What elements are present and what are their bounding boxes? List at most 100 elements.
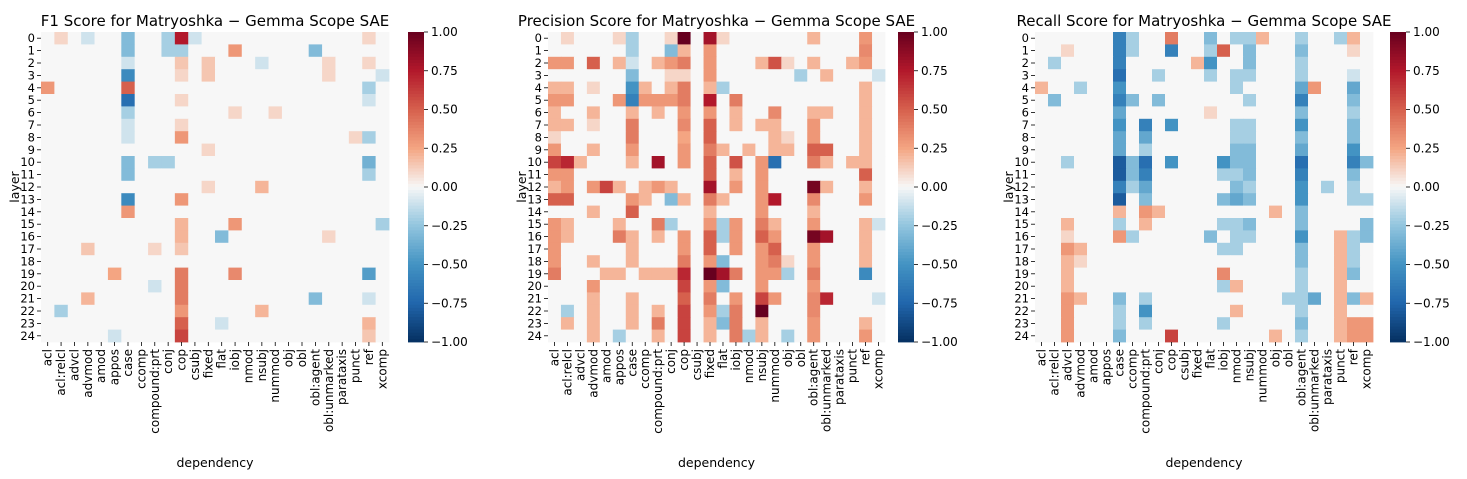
heatmap-cell (599, 255, 614, 268)
heatmap-cell (148, 230, 162, 244)
heatmap-cell (107, 193, 122, 206)
heatmap-cell (67, 280, 82, 293)
heatmap-cell (729, 317, 743, 330)
heatmap-cell (1165, 56, 1179, 70)
heatmap-cell (664, 56, 679, 70)
heatmap-cell (703, 118, 717, 132)
heatmap-cell (768, 205, 782, 219)
heatmap-cell (375, 168, 390, 182)
heatmap-cell (612, 242, 627, 256)
heatmap-cell (794, 329, 808, 343)
heatmap-cell (1295, 56, 1309, 70)
heatmap-cell (1230, 81, 1244, 95)
heatmap-cell (820, 292, 834, 306)
heatmap-cell (651, 230, 666, 244)
colorbar-tick-label: 1.00 (1413, 25, 1440, 39)
heatmap-cell (1204, 180, 1218, 194)
heatmap-cell (1126, 131, 1140, 144)
x-tick-label: conj (664, 349, 678, 374)
colorbar-segment (408, 112, 424, 117)
heatmap-cell (807, 218, 821, 231)
heatmap-cell (1191, 280, 1205, 293)
colorbar-segment (408, 131, 424, 135)
heatmap-cell (820, 230, 834, 244)
heatmap-cell (1308, 329, 1322, 343)
heatmap-cell (651, 32, 666, 45)
heatmap-cell (188, 156, 203, 169)
heatmap-cell (768, 230, 782, 244)
heatmap-cell (781, 242, 795, 256)
heatmap-cell (1308, 81, 1322, 95)
heatmap-cell (121, 329, 136, 343)
heatmap-cell (1243, 329, 1257, 343)
colorbar-segment (1390, 115, 1406, 120)
heatmap-cell (573, 56, 588, 70)
heatmap-cell (148, 205, 162, 219)
y-tick-label: 22 (20, 304, 35, 318)
heatmap-cell (107, 143, 122, 157)
colorbar-segment (898, 273, 914, 278)
heatmap-cell (1165, 267, 1179, 281)
heatmap-cell (1360, 94, 1374, 107)
heatmap-cell (268, 193, 283, 206)
heatmap-cell (1139, 329, 1153, 343)
y-tick-label: 10 (20, 155, 35, 169)
heatmap-cell (1360, 218, 1374, 231)
heatmap-cell (1139, 180, 1153, 194)
heatmap-cell (81, 304, 95, 318)
heatmap-cell (322, 193, 336, 206)
colorbar-segment (1390, 326, 1406, 330)
heatmap-cell (1061, 106, 1075, 120)
heatmap-cell (67, 205, 82, 219)
heatmap-cell (846, 81, 860, 95)
heatmap-cell (1178, 81, 1192, 95)
heatmap-cell (1100, 143, 1114, 157)
heatmap-cell (820, 69, 834, 82)
heatmap-cell (573, 44, 588, 58)
heatmap-cell (1061, 168, 1075, 182)
heatmap-cell (807, 180, 821, 194)
heatmap-cell (612, 255, 627, 268)
heatmap-cell (1048, 94, 1062, 107)
heatmap-cell (1347, 32, 1361, 45)
heatmap-cell (872, 94, 886, 107)
heatmap-cell (755, 218, 769, 231)
heatmap-cell (586, 218, 601, 231)
heatmap-cell (134, 168, 149, 182)
colorbar-segment (1390, 177, 1406, 182)
heatmap-cell (599, 329, 614, 343)
colorbar-segment (1390, 106, 1406, 110)
heatmap-cell (833, 94, 847, 107)
colorbar-segment (898, 199, 914, 203)
heatmap-cell (560, 156, 575, 169)
colorbar-segment (1390, 174, 1406, 179)
heatmap-cell (1282, 292, 1296, 306)
heatmap-cell (638, 317, 653, 330)
heatmap-cell (81, 56, 95, 70)
heatmap-cell (1100, 255, 1114, 268)
heatmap-cell (174, 94, 189, 107)
heatmap-cell (1048, 118, 1062, 132)
heatmap-cell (1035, 205, 1049, 219)
heatmap-cell (255, 329, 269, 343)
heatmap-cell (54, 255, 69, 268)
colorbar-segment (898, 255, 914, 259)
heatmap-cell (872, 131, 886, 144)
heatmap-cell (1269, 255, 1283, 268)
heatmap-cell (1178, 267, 1192, 281)
y-tick-label: 21 (20, 292, 35, 306)
heatmap-cell (1152, 32, 1166, 45)
heatmap-cell (1269, 329, 1283, 343)
heatmap-cell (268, 118, 283, 132)
heatmap-cell (625, 131, 640, 144)
heatmap-cell (161, 69, 176, 82)
heatmap-cell (268, 168, 283, 182)
heatmap-cell (1347, 218, 1361, 231)
heatmap-cell (268, 255, 283, 268)
heatmap-cell (716, 280, 730, 293)
heatmap-cell (677, 44, 691, 58)
heatmap-cell (1100, 118, 1114, 132)
heatmap-cell (677, 32, 691, 45)
heatmap-cell (174, 230, 189, 244)
heatmap-cell (846, 329, 860, 343)
